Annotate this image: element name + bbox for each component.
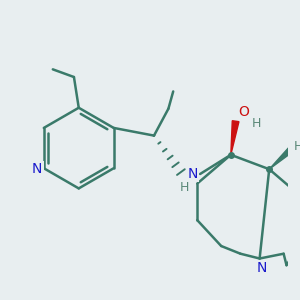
Text: H: H [293, 140, 300, 153]
Polygon shape [269, 148, 292, 169]
Text: N: N [32, 162, 42, 176]
Text: N: N [256, 261, 267, 275]
Polygon shape [231, 121, 239, 155]
Text: O: O [238, 105, 249, 118]
Text: N: N [187, 167, 198, 181]
Text: H: H [252, 117, 261, 130]
Text: H: H [180, 181, 189, 194]
